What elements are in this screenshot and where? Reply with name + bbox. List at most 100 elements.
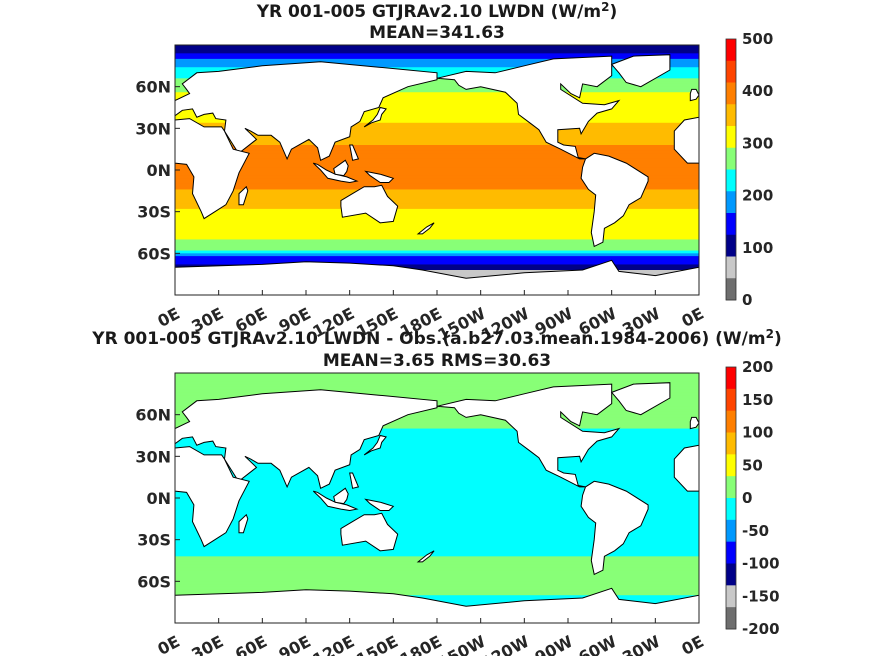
panel-2: YR 001-005 GTJRAv2.10 LWDN - Obs.(a.b27.… bbox=[91, 327, 781, 656]
heatmap-band bbox=[175, 103, 699, 107]
heatmap-band bbox=[175, 545, 699, 549]
panel-2-title: YR 001-005 GTJRAv2.10 LWDN - Obs.(a.b27.… bbox=[91, 327, 781, 349]
heatmap-band bbox=[175, 231, 699, 235]
heatmap-band bbox=[175, 475, 699, 480]
y-tick-label: 30S bbox=[137, 531, 171, 550]
heatmap-band bbox=[175, 536, 699, 541]
heatmap-band bbox=[175, 181, 699, 185]
colorbar-swatch bbox=[726, 519, 736, 543]
x-tick-label: 150E bbox=[353, 632, 401, 656]
heatmap-band bbox=[175, 200, 699, 204]
land-mass bbox=[416, 222, 435, 235]
heatmap-band bbox=[175, 581, 699, 585]
heatmap-band bbox=[175, 258, 699, 263]
heatmap-band bbox=[175, 509, 699, 513]
colorbar-swatch bbox=[726, 563, 736, 586]
heatmap-band bbox=[175, 592, 699, 596]
heatmap-band bbox=[175, 183, 699, 188]
land-mass bbox=[610, 382, 671, 416]
land-mass bbox=[349, 144, 360, 161]
heatmap-band bbox=[175, 417, 699, 421]
heatmap-band bbox=[175, 164, 699, 168]
panel-2-colorbar: 200 150 100 50 0 -50 -100 -150 -200 bbox=[725, 358, 780, 638]
colorbar-swatch bbox=[726, 126, 736, 149]
heatmap-band bbox=[175, 539, 699, 544]
colorbar-tick-label: 0 bbox=[742, 291, 752, 309]
heatmap-band bbox=[175, 386, 699, 391]
heatmap-band bbox=[175, 222, 699, 227]
heatmap-band bbox=[175, 47, 699, 52]
heatmap-band bbox=[175, 89, 699, 93]
heatmap-band bbox=[175, 220, 699, 224]
x-tick-label: 90W bbox=[532, 632, 576, 656]
colorbar-swatch bbox=[726, 454, 736, 477]
y-tick-label: 60S bbox=[137, 244, 171, 263]
land-mass bbox=[333, 159, 349, 177]
heatmap-band bbox=[175, 423, 699, 427]
x-tick-label: 120E bbox=[309, 632, 357, 656]
heatmap-band bbox=[175, 253, 699, 257]
heatmap-band bbox=[175, 398, 699, 402]
heatmap-band bbox=[175, 100, 699, 104]
heatmap-band bbox=[175, 431, 699, 435]
heatmap-band bbox=[175, 523, 699, 527]
colorbar-swatch bbox=[726, 234, 736, 257]
land-mass bbox=[436, 383, 621, 488]
colorbar-tick-label: -50 bbox=[742, 522, 769, 540]
x-tick-label: 0E bbox=[678, 632, 706, 656]
heatmap-band bbox=[175, 150, 699, 154]
land-mass bbox=[673, 116, 699, 164]
x-tick-label: 90E bbox=[276, 632, 314, 656]
heatmap-band bbox=[175, 411, 699, 416]
heatmap-band bbox=[175, 453, 699, 457]
heatmap-band bbox=[175, 548, 699, 552]
land-mass bbox=[333, 487, 349, 505]
heatmap-band bbox=[175, 247, 699, 252]
colorbar-tick-label: 50 bbox=[742, 456, 763, 474]
colorbar-swatch bbox=[726, 147, 736, 170]
heatmap-band bbox=[175, 525, 699, 530]
heatmap-band bbox=[175, 53, 699, 57]
land-mass bbox=[689, 416, 699, 430]
heatmap-band bbox=[175, 395, 699, 399]
heatmap-band bbox=[175, 514, 699, 519]
colorbar-swatch bbox=[726, 607, 736, 630]
land-mass bbox=[312, 162, 359, 184]
y-tick-label: 60N bbox=[135, 78, 171, 97]
colorbar-swatch bbox=[726, 169, 736, 192]
heatmap-band bbox=[175, 186, 699, 191]
heatmap-band bbox=[175, 495, 699, 499]
colorbar-tick-label: 300 bbox=[742, 134, 773, 152]
heatmap-band bbox=[175, 445, 699, 449]
heatmap-band bbox=[175, 120, 699, 124]
heatmap-band bbox=[175, 92, 699, 96]
heatmap-band bbox=[175, 478, 699, 482]
colorbar-tick-label: 0 bbox=[742, 489, 752, 507]
colorbar-tick-label: 500 bbox=[742, 30, 773, 48]
colorbar-tick-label: -150 bbox=[742, 587, 780, 605]
heatmap-band bbox=[175, 375, 699, 380]
heatmap-band bbox=[175, 239, 699, 243]
heatmap-band bbox=[175, 550, 699, 555]
colorbar-tick-label: 400 bbox=[742, 82, 773, 100]
x-tick-label: 30W bbox=[619, 632, 663, 656]
heatmap-band bbox=[175, 136, 699, 141]
heatmap-band bbox=[175, 125, 699, 129]
x-tick-label: 30E bbox=[188, 632, 226, 656]
heatmap-band bbox=[175, 61, 699, 66]
land-mass bbox=[175, 118, 250, 220]
heatmap-band bbox=[175, 464, 699, 469]
heatmap-band bbox=[175, 436, 699, 441]
heatmap-band bbox=[175, 409, 699, 413]
y-tick-label: 0N bbox=[146, 489, 171, 508]
heatmap-band bbox=[175, 111, 699, 116]
heatmap-band bbox=[175, 470, 699, 474]
heatmap-band bbox=[175, 67, 699, 71]
heatmap-band bbox=[175, 531, 699, 535]
heatmap-band bbox=[175, 434, 699, 438]
land-mass bbox=[416, 550, 435, 563]
heatmap-band bbox=[175, 492, 699, 496]
heatmap-band bbox=[175, 195, 699, 199]
